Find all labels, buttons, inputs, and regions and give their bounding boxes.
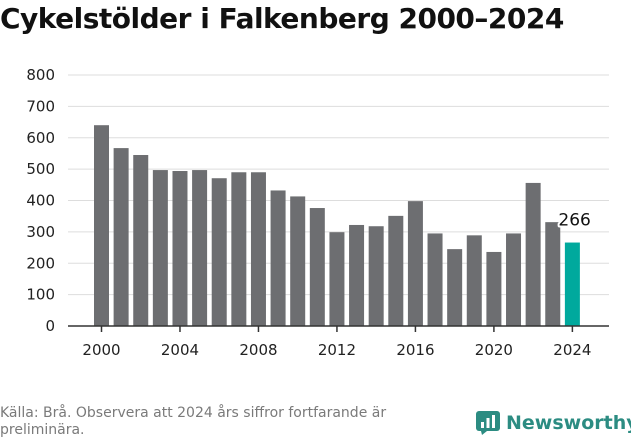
bar-2016: [407, 201, 423, 326]
bar-2024: [564, 242, 580, 326]
y-tick-label-500: 500: [26, 160, 55, 178]
newsworthy-logo-icon: [476, 411, 500, 435]
bar-2010: [290, 196, 306, 326]
bar-2006: [211, 178, 227, 326]
bar-2023: [545, 222, 561, 326]
x-tick-label-2016: 2016: [396, 341, 434, 359]
y-tick-label-200: 200: [26, 254, 55, 272]
x-tick-label-2012: 2012: [318, 341, 356, 359]
y-tick-label-800: 800: [26, 66, 55, 84]
y-tick-label-100: 100: [26, 286, 55, 304]
bar-2011: [309, 208, 325, 326]
y-axis-tick-labels: 0 100 200 300 400 500 600 700 800: [26, 66, 55, 335]
bars: [94, 125, 580, 326]
bar-2007: [231, 172, 247, 326]
bar-2013: [349, 224, 365, 326]
y-tick-label-0: 0: [45, 317, 55, 335]
bar-2008: [250, 172, 266, 326]
y-tick-label-300: 300: [26, 223, 55, 241]
x-tick-label-2020: 2020: [475, 341, 513, 359]
annotation-halo: 266: [558, 211, 590, 231]
bar-2009: [270, 190, 286, 326]
bar-2017: [427, 233, 443, 326]
bar-2001: [113, 148, 129, 326]
x-tick-label-2024: 2024: [553, 341, 591, 359]
annotation-label-2024: 266: [558, 211, 590, 231]
bar-2014: [368, 226, 384, 326]
bar-2020: [486, 251, 502, 326]
bar-2022: [525, 182, 541, 326]
newsworthy-logo: Newsworthy: [476, 408, 631, 438]
x-tick-label-2008: 2008: [239, 341, 277, 359]
chart-title: Cykelstölder i Falkenberg 2000–2024: [0, 2, 564, 35]
bar-2019: [466, 235, 482, 326]
bar-2002: [133, 155, 149, 326]
bar-2005: [192, 170, 208, 326]
x-axis-ticks: 2000 2004 2008 2012 2016 2020 2024: [82, 326, 591, 359]
brand-name: Newsworthy: [506, 412, 631, 434]
x-tick-label-2000: 2000: [82, 341, 120, 359]
bar-2004: [172, 171, 188, 326]
bar-2021: [506, 233, 522, 326]
source-note: Källa: Brå. Observera att 2024 års siffr…: [0, 405, 387, 438]
bar-2018: [447, 249, 463, 326]
bar-2000: [94, 125, 109, 326]
y-tick-label-400: 400: [26, 192, 55, 210]
y-tick-label-700: 700: [26, 97, 55, 115]
bar-2003: [152, 170, 168, 326]
bar-2015: [388, 215, 404, 326]
bar-2012: [329, 232, 345, 326]
y-tick-label-600: 600: [26, 129, 55, 147]
x-tick-label-2004: 2004: [161, 341, 199, 359]
